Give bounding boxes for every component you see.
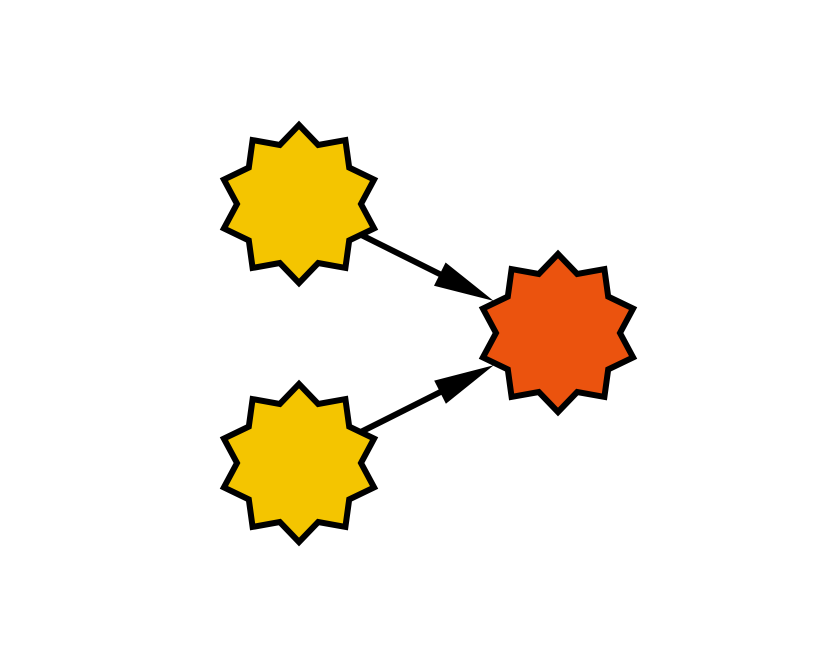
- arrowhead-icon: [434, 365, 494, 404]
- edge-line: [360, 232, 443, 278]
- edge-source-bottom-to-target: [360, 365, 494, 435]
- node-target-star-icon: [478, 249, 638, 417]
- nodes-layer: [219, 120, 638, 547]
- node-source-top-star-icon: [219, 120, 379, 288]
- edge-source-top-to-target: [360, 232, 494, 301]
- arrowhead-icon: [434, 262, 494, 301]
- edge-line: [360, 388, 444, 435]
- node-source-bottom-star-icon: [219, 379, 379, 547]
- edges-layer: [360, 232, 494, 435]
